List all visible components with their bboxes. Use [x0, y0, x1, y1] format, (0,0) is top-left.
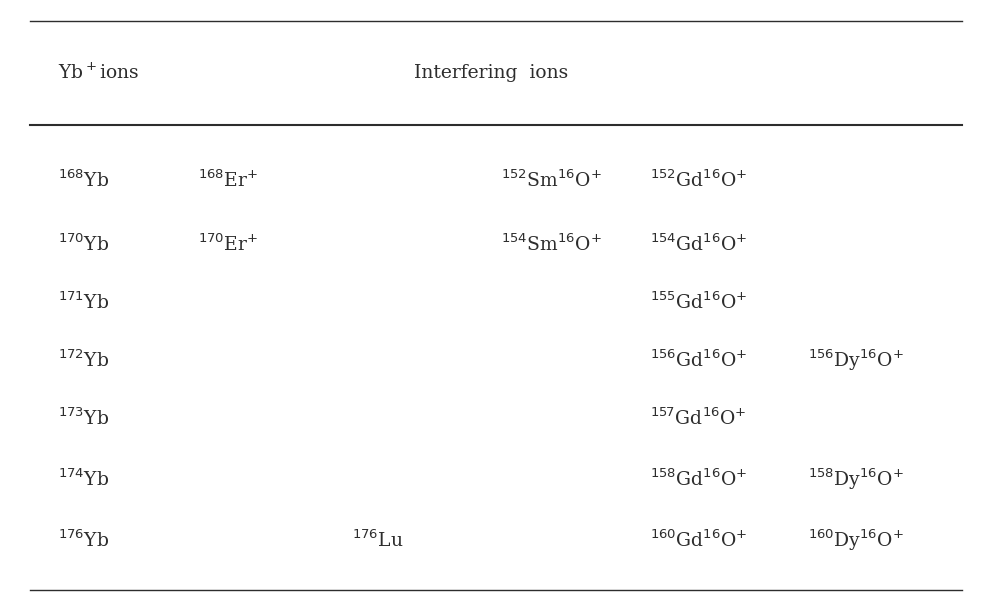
Text: $^{168}$Er$^{+}$: $^{168}$Er$^{+}$ [198, 169, 259, 191]
Text: Interfering  ions: Interfering ions [414, 64, 568, 82]
Text: $^{171}$Yb: $^{171}$Yb [58, 291, 109, 313]
Text: $^{156}$Gd$^{16}$O$^{+}$: $^{156}$Gd$^{16}$O$^{+}$ [650, 349, 747, 371]
Text: $^{160}$Gd$^{16}$O$^{+}$: $^{160}$Gd$^{16}$O$^{+}$ [650, 530, 747, 552]
Text: $^{170}$Er$^{+}$: $^{170}$Er$^{+}$ [198, 233, 259, 255]
Text: $^{173}$Yb: $^{173}$Yb [58, 408, 109, 430]
Text: $^{176}$Yb: $^{176}$Yb [58, 530, 109, 552]
Text: $^{155}$Gd$^{16}$O$^{+}$: $^{155}$Gd$^{16}$O$^{+}$ [650, 291, 747, 313]
Text: $^{157}$Gd$^{16}$O$^{+}$: $^{157}$Gd$^{16}$O$^{+}$ [650, 408, 746, 430]
Text: $^{176}$Lu: $^{176}$Lu [352, 530, 404, 552]
Text: $^{152}$Sm$^{16}$O$^{+}$: $^{152}$Sm$^{16}$O$^{+}$ [501, 169, 602, 191]
Text: $^{158}$Gd$^{16}$O$^{+}$: $^{158}$Gd$^{16}$O$^{+}$ [650, 469, 747, 491]
Text: $^{168}$Yb: $^{168}$Yb [58, 169, 109, 191]
Text: $^{170}$Yb: $^{170}$Yb [58, 233, 109, 255]
Text: $^{160}$Dy$^{16}$O$^{+}$: $^{160}$Dy$^{16}$O$^{+}$ [808, 528, 905, 554]
Text: $^{154}$Sm$^{16}$O$^{+}$: $^{154}$Sm$^{16}$O$^{+}$ [501, 233, 602, 255]
Text: $^{174}$Yb: $^{174}$Yb [58, 469, 109, 491]
Text: $^{158}$Dy$^{16}$O$^{+}$: $^{158}$Dy$^{16}$O$^{+}$ [808, 467, 905, 492]
Text: $^{156}$Dy$^{16}$O$^{+}$: $^{156}$Dy$^{16}$O$^{+}$ [808, 348, 905, 373]
Text: $^{152}$Gd$^{16}$O$^{+}$: $^{152}$Gd$^{16}$O$^{+}$ [650, 169, 747, 191]
Text: $^{172}$Yb: $^{172}$Yb [58, 349, 109, 371]
Text: $^{154}$Gd$^{16}$O$^{+}$: $^{154}$Gd$^{16}$O$^{+}$ [650, 233, 747, 255]
Text: Yb$^+$ions: Yb$^+$ions [58, 64, 139, 83]
